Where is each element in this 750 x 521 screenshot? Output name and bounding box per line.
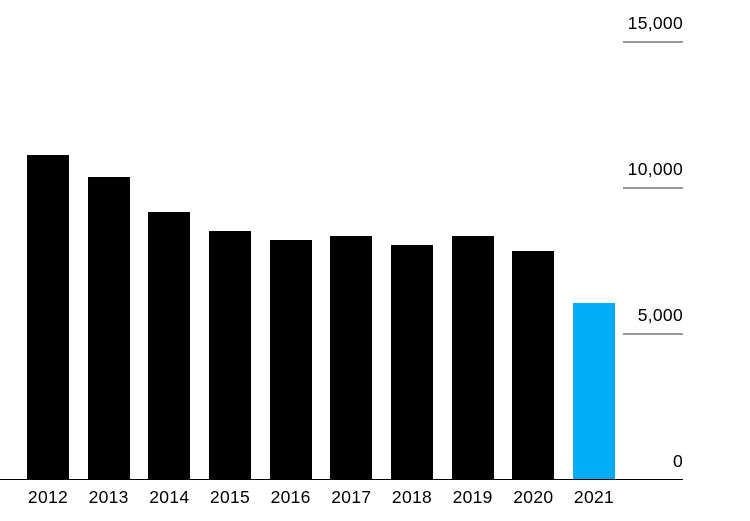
y-tick-line-5000: [623, 332, 683, 335]
x-axis-baseline: [0, 478, 683, 481]
x-tick-label-2014: 2014: [149, 487, 190, 507]
bar-2016: [269, 240, 312, 480]
y-tick-label-15000: 15,000: [627, 13, 683, 33]
x-tick-label-2012: 2012: [27, 487, 69, 507]
bar-2019: [451, 236, 494, 480]
y-tick-label-5000: 5,000: [637, 304, 683, 325]
bar-2015: [209, 231, 251, 480]
x-tick-label-2016: 2016: [270, 487, 311, 507]
y-tick-label-0: 0: [672, 450, 683, 471]
x-tick-label-2019: 2019: [452, 487, 493, 507]
x-tick-label-2013: 2013: [88, 487, 129, 507]
bar-2012: [27, 155, 69, 480]
bar-2017: [330, 236, 373, 480]
y-tick-line-10000: [623, 186, 683, 189]
y-tick-line-15000: [623, 41, 683, 43]
x-tick-label-2020: 2020: [513, 487, 554, 507]
bar-2013: [87, 177, 130, 480]
x-tick-label-2021: 2021: [573, 487, 615, 507]
bar-2021: [573, 303, 615, 480]
bar-2018: [391, 245, 433, 480]
y-tick-label-10000: 10,000: [627, 158, 683, 179]
x-tick-label-2017: 2017: [331, 487, 372, 507]
bar-2020: [512, 251, 555, 480]
x-tick-label-2018: 2018: [391, 487, 433, 507]
x-tick-label-2015: 2015: [209, 487, 251, 507]
bar-2014: [148, 212, 191, 480]
